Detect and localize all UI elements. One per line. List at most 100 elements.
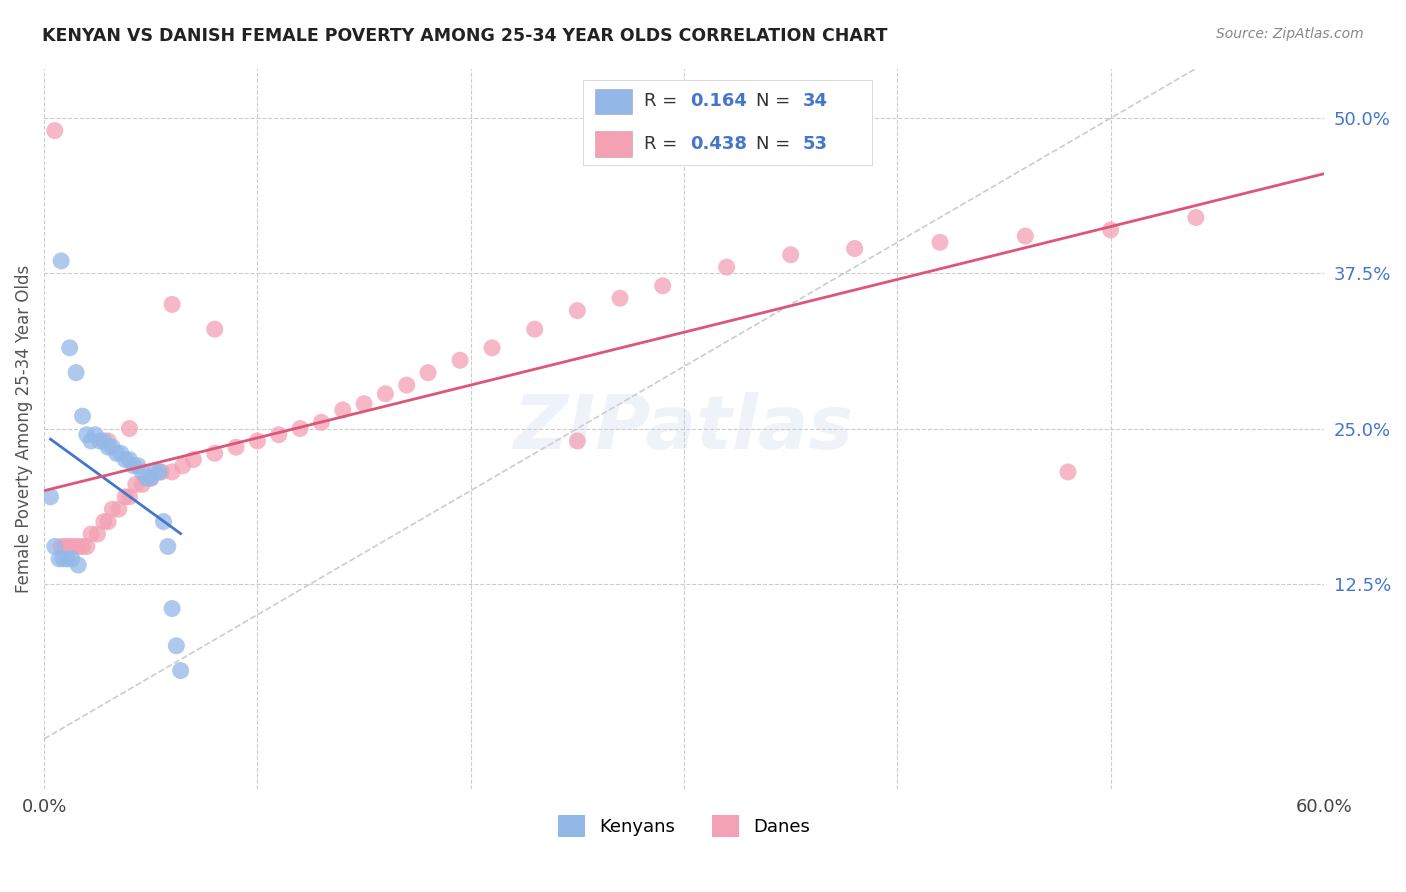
Point: [204, 446, 226, 460]
Point: [332, 403, 354, 417]
Text: R =: R =: [644, 135, 683, 153]
Point: [51, 254, 73, 268]
Point: [844, 242, 866, 256]
Point: [160, 297, 183, 311]
Point: [152, 515, 174, 529]
Point: [267, 427, 290, 442]
Point: [1014, 229, 1036, 244]
Point: [89, 434, 111, 448]
Text: 34: 34: [803, 93, 828, 111]
Point: [165, 639, 187, 653]
Point: [93, 434, 115, 448]
Point: [156, 540, 179, 554]
Text: 0.438: 0.438: [690, 135, 747, 153]
Point: [101, 502, 124, 516]
Point: [44, 123, 66, 137]
Point: [127, 458, 149, 473]
Point: [150, 465, 173, 479]
Text: R =: R =: [644, 93, 683, 111]
Point: [929, 235, 952, 250]
Point: [80, 434, 103, 448]
Point: [59, 341, 82, 355]
Point: [481, 341, 503, 355]
Y-axis label: Female Poverty Among 25-34 Year Olds: Female Poverty Among 25-34 Year Olds: [15, 264, 32, 592]
Point: [84, 427, 107, 442]
Point: [110, 446, 132, 460]
Point: [122, 458, 145, 473]
Point: [72, 409, 94, 423]
Point: [105, 446, 128, 460]
Point: [76, 427, 98, 442]
Point: [56, 552, 79, 566]
Point: [395, 378, 418, 392]
Point: [55, 540, 77, 554]
Point: [93, 515, 115, 529]
Point: [67, 540, 90, 554]
Text: N =: N =: [756, 93, 796, 111]
Point: [1185, 211, 1208, 225]
Point: [246, 434, 269, 448]
Point: [114, 490, 136, 504]
Text: ZIPatlas: ZIPatlas: [515, 392, 853, 465]
Point: [39, 490, 62, 504]
Point: [131, 477, 153, 491]
Point: [97, 440, 120, 454]
Point: [107, 502, 129, 516]
Point: [135, 471, 157, 485]
Point: [118, 452, 141, 467]
Point: [125, 477, 148, 491]
Point: [160, 601, 183, 615]
Point: [80, 527, 103, 541]
Point: [97, 434, 120, 448]
Text: N =: N =: [756, 135, 796, 153]
Point: [67, 558, 90, 572]
Point: [118, 421, 141, 435]
Point: [716, 260, 738, 274]
Point: [48, 552, 70, 566]
Point: [779, 248, 801, 262]
Point: [169, 664, 191, 678]
Point: [63, 540, 86, 554]
Point: [97, 515, 120, 529]
Point: [225, 440, 247, 454]
Legend: Kenyans, Danes: Kenyans, Danes: [551, 808, 817, 845]
Point: [52, 552, 75, 566]
Point: [353, 397, 375, 411]
Point: [86, 527, 108, 541]
Point: [1099, 223, 1122, 237]
Point: [44, 540, 66, 554]
FancyBboxPatch shape: [595, 131, 633, 157]
Text: KENYAN VS DANISH FEMALE POVERTY AMONG 25-34 YEAR OLDS CORRELATION CHART: KENYAN VS DANISH FEMALE POVERTY AMONG 25…: [42, 27, 887, 45]
Point: [143, 465, 166, 479]
Point: [76, 540, 98, 554]
Point: [374, 386, 396, 401]
Point: [131, 465, 153, 479]
Point: [183, 452, 205, 467]
Point: [172, 458, 194, 473]
Point: [1057, 465, 1080, 479]
Point: [139, 471, 162, 485]
Point: [60, 552, 83, 566]
Point: [160, 465, 183, 479]
Point: [567, 303, 589, 318]
Point: [72, 540, 94, 554]
Point: [204, 322, 226, 336]
Text: 0.164: 0.164: [690, 93, 747, 111]
Point: [148, 465, 170, 479]
Point: [288, 421, 311, 435]
Point: [311, 415, 333, 429]
Point: [114, 452, 136, 467]
Point: [65, 366, 87, 380]
Point: [118, 490, 141, 504]
Point: [651, 278, 673, 293]
Text: 53: 53: [803, 135, 828, 153]
Point: [567, 434, 589, 448]
Point: [139, 471, 162, 485]
Point: [449, 353, 471, 368]
FancyBboxPatch shape: [595, 89, 633, 114]
Point: [523, 322, 546, 336]
Point: [59, 540, 82, 554]
Point: [416, 366, 439, 380]
Point: [609, 291, 631, 305]
Text: Source: ZipAtlas.com: Source: ZipAtlas.com: [1216, 27, 1364, 41]
